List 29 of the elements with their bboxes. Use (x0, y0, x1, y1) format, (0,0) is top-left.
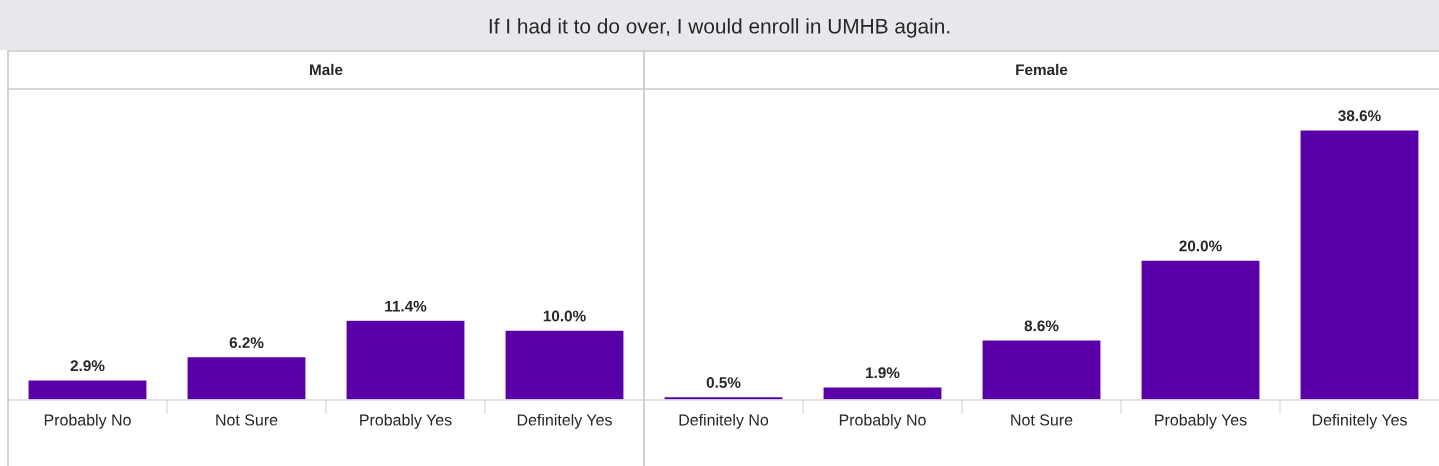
data-label: 10.0% (543, 310, 586, 322)
x-tick-label: Probably No (44, 413, 131, 429)
x-tick-label: Not Sure (216, 414, 278, 426)
bar (822, 386, 943, 400)
text: If I had it to do over, I would enroll in UMHB again. (489, 18, 950, 38)
data-label: 38.6% (1338, 110, 1381, 122)
x-tick-label: Probably Yes (360, 413, 452, 429)
bar (186, 355, 307, 400)
data-label: 11.4% (385, 300, 427, 312)
data-label: 20.0% (1179, 240, 1222, 252)
x-tick-label: Probably No (839, 413, 926, 429)
chart-title: Male (310, 63, 343, 76)
bar (345, 319, 466, 400)
x-tick-label: Definitely Yes (1312, 413, 1407, 429)
x-tick-label: Not Sure (1011, 414, 1073, 426)
x-tick-label: Definitely No (679, 413, 769, 429)
data-label: 6.2% (229, 337, 264, 349)
x-tick-label: Definitely Yes (517, 413, 612, 429)
bar (1299, 129, 1420, 400)
x-tick-label: Probably Yes (1155, 413, 1247, 429)
data-label: 1.9% (866, 367, 900, 379)
bar (981, 339, 1102, 400)
bar (504, 329, 625, 400)
data-label: 0.5% (706, 377, 741, 388)
data-label: 8.6% (1024, 320, 1059, 332)
data-label: 2.9% (70, 360, 105, 372)
bar (1140, 259, 1261, 400)
bar (27, 378, 148, 400)
chart-title: Female (1016, 63, 1068, 76)
